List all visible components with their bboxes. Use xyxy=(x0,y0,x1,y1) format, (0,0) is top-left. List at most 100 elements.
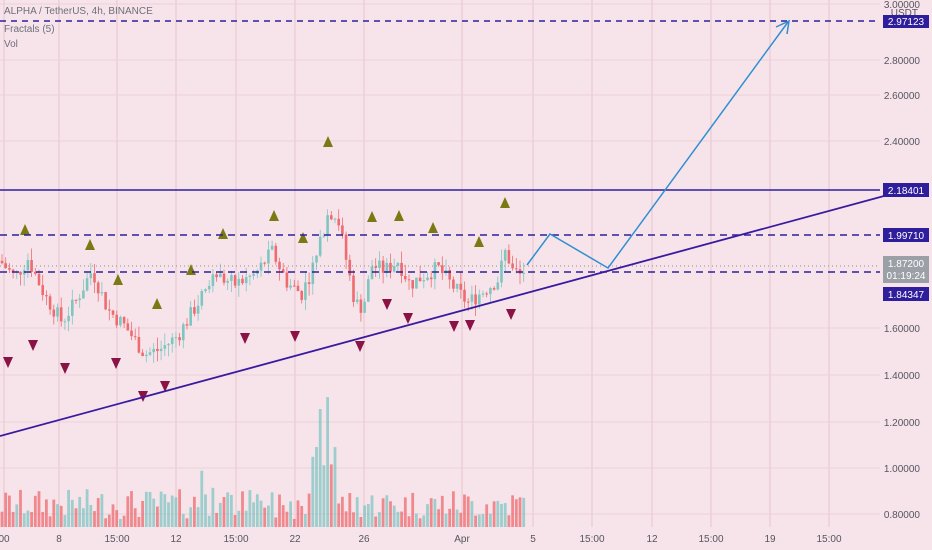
volume-bar xyxy=(193,496,196,527)
candle-body xyxy=(348,259,352,276)
fractal-down-marker xyxy=(3,357,13,368)
volume-bar xyxy=(278,494,281,527)
time-axis[interactable]: 00 8 15:00 12 15 15:00 22 26 Apr 5 15:00… xyxy=(0,534,842,545)
projection-path[interactable] xyxy=(526,21,789,269)
candle-body xyxy=(396,262,400,267)
fractal-up-marker xyxy=(394,210,404,221)
candle-body xyxy=(293,285,296,287)
volume-bar xyxy=(174,497,178,527)
svg-text:1.99710: 1.99710 xyxy=(888,231,925,242)
fractal-up-marker xyxy=(428,222,438,233)
upper-mid-price-tag[interactable]: 1.99710 xyxy=(883,228,929,242)
symbol-title[interactable]: ALPHA / TetherUS, 4h, BINANCE xyxy=(4,6,153,17)
candle-body xyxy=(318,236,322,256)
volume-bar xyxy=(144,491,148,527)
candle-body xyxy=(119,317,122,326)
volume-bar xyxy=(67,489,70,527)
candle-body xyxy=(452,279,455,289)
candle-body xyxy=(115,314,118,326)
volume-bar xyxy=(4,492,8,527)
volume-bar xyxy=(230,494,233,527)
candle-body xyxy=(263,262,266,264)
volume-bar xyxy=(170,495,174,527)
candle-body xyxy=(300,291,303,300)
volume-bar xyxy=(163,494,167,527)
candle-body xyxy=(215,274,218,278)
svg-text:01:19:24: 01:19:24 xyxy=(887,271,926,282)
volume-bar xyxy=(426,504,429,527)
candle-body xyxy=(307,282,311,285)
fractals-indicator-label[interactable]: Fractals (5) xyxy=(4,24,55,35)
candle-body xyxy=(52,309,56,317)
volume-bar xyxy=(200,470,204,527)
candle-body xyxy=(71,299,74,316)
volume-bar xyxy=(244,510,248,527)
candle-body xyxy=(19,271,22,275)
volume-bar xyxy=(78,496,82,527)
candle-body xyxy=(141,352,144,357)
candle-body xyxy=(252,273,255,276)
price-tick-label: 1.20000 xyxy=(884,418,921,429)
price-tick-label: 3.00000 xyxy=(884,0,921,11)
resistance-price-tag[interactable]: 2.18401 xyxy=(883,183,929,197)
candle-body xyxy=(130,330,133,337)
volume-bar xyxy=(56,504,59,527)
candle-body xyxy=(156,348,159,352)
volume-bar xyxy=(507,515,511,527)
price-axis-currency: USDT xyxy=(891,8,918,19)
volume-bar xyxy=(104,518,107,527)
candle-body xyxy=(170,337,174,344)
volume-bar xyxy=(455,509,459,527)
candle-body xyxy=(45,295,48,297)
candle-body xyxy=(285,272,289,288)
fractal-down-marker xyxy=(240,333,250,344)
fractal-up-marker xyxy=(186,264,196,275)
volume-bar xyxy=(137,516,141,527)
fractal-down-marker xyxy=(111,358,121,369)
candle-body xyxy=(278,261,281,270)
candle-body xyxy=(34,271,37,274)
fractal-up-marker xyxy=(20,224,30,235)
candle-body xyxy=(304,282,307,300)
volume-bar xyxy=(196,507,200,527)
target-price-tag[interactable]: 2.97123 xyxy=(883,15,929,28)
price-tick-label: 2.40000 xyxy=(884,137,921,148)
fractal-markers xyxy=(3,136,516,402)
volume-bar xyxy=(400,511,403,527)
candle-body xyxy=(26,259,30,271)
volume-bar xyxy=(337,503,341,527)
candle-body xyxy=(133,336,137,338)
support-price-tag[interactable]: 1.84347 xyxy=(883,287,929,301)
volume-bar xyxy=(485,504,489,527)
volume-bar xyxy=(429,498,433,527)
volume-bar xyxy=(352,512,355,527)
volume-bar xyxy=(477,514,481,527)
candle-body xyxy=(148,352,152,355)
volume-bar xyxy=(222,497,226,527)
time-tick-label: 15:00 xyxy=(223,534,248,545)
time-tick-label: 15:00 xyxy=(104,534,129,545)
volume-bar xyxy=(437,509,440,527)
volume-indicator-label[interactable]: Vol xyxy=(4,39,18,50)
volume-bar xyxy=(341,496,344,527)
candle-body xyxy=(330,215,333,220)
volume-bar xyxy=(289,501,292,527)
fractal-up-marker xyxy=(367,211,377,222)
volume-bar xyxy=(48,516,52,527)
candle-body xyxy=(48,296,52,310)
candle-body xyxy=(426,277,429,281)
volume-bar xyxy=(311,456,315,527)
candle-body xyxy=(385,262,389,273)
candle-body xyxy=(289,285,292,288)
rising-trendline[interactable] xyxy=(0,195,885,437)
candle-body xyxy=(8,267,11,270)
volume-bar xyxy=(52,499,56,527)
time-tick-label: 15:00 xyxy=(816,534,841,545)
volume-bar xyxy=(374,516,378,527)
price-axis[interactable]: 3.00000 USDT 2.80000 2.60000 2.40000 1.6… xyxy=(884,0,921,521)
candle-body xyxy=(182,324,185,341)
current-price-tag[interactable]: 1.87200 01:19:24 xyxy=(883,256,929,283)
candle-body xyxy=(363,301,366,313)
time-tick-label: 15:00 xyxy=(698,534,723,545)
